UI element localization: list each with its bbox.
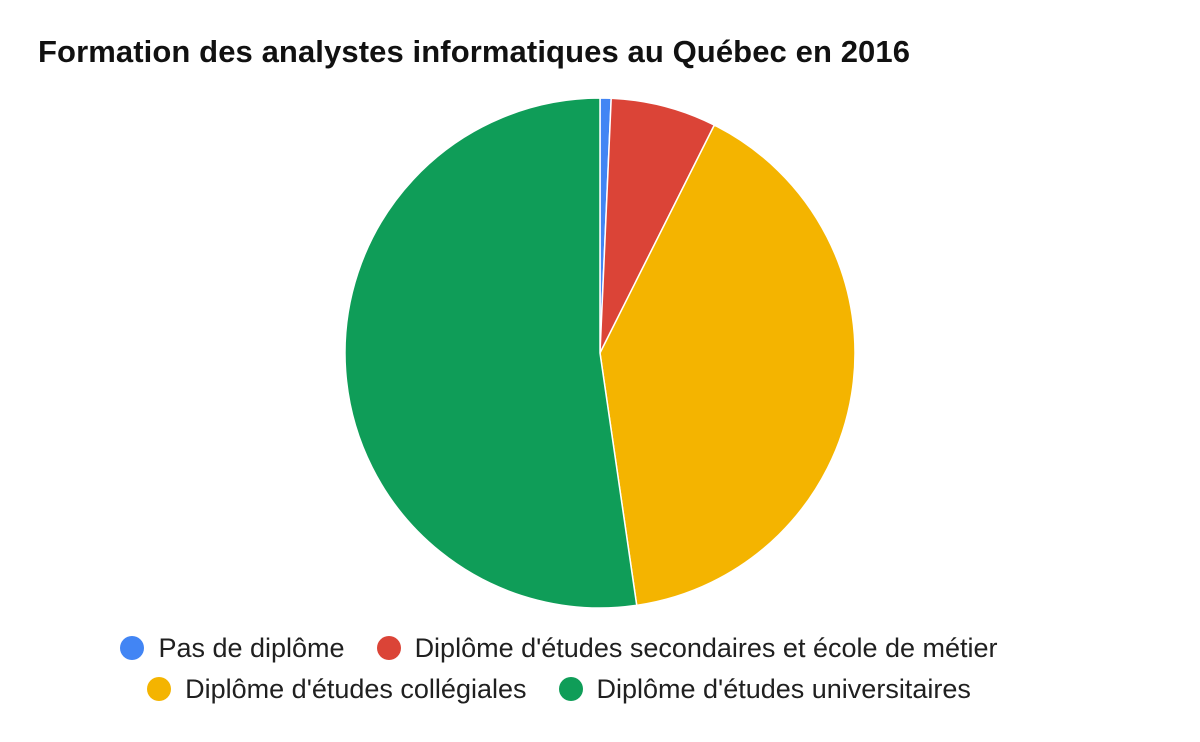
legend-item-collegiales[interactable]: Diplôme d'études collégiales <box>147 673 527 705</box>
legend-item-pas-de-diplome[interactable]: Pas de diplôme <box>120 632 345 664</box>
legend-item-universitaires[interactable]: Diplôme d'études universitaires <box>558 673 971 705</box>
pie-slice-3[interactable] <box>344 97 638 609</box>
legend-label: Diplôme d'études collégiales <box>185 673 527 704</box>
legend-swatch-icon <box>147 677 172 701</box>
legend-label: Diplôme d'études secondaires et école de… <box>414 632 998 663</box>
legend-swatch-icon <box>120 636 145 660</box>
legend-label: Diplôme d'études universitaires <box>596 673 971 704</box>
pie-slice-1[interactable] <box>599 97 716 354</box>
pie-slice-2[interactable] <box>599 124 856 607</box>
legend-label: Pas de diplôme <box>158 632 345 663</box>
chart-title: Formation des analystes informatiques au… <box>38 34 911 69</box>
legend-row-2: Diplôme d'études collégiales Diplôme d'é… <box>0 667 1118 711</box>
legend-swatch-icon <box>376 636 401 660</box>
legend-row-1: Pas de diplôme Diplôme d'études secondai… <box>0 626 1118 670</box>
pie-slices <box>344 97 856 609</box>
legend-swatch-icon <box>558 677 583 701</box>
legend-item-secondaires[interactable]: Diplôme d'études secondaires et école de… <box>376 632 998 664</box>
